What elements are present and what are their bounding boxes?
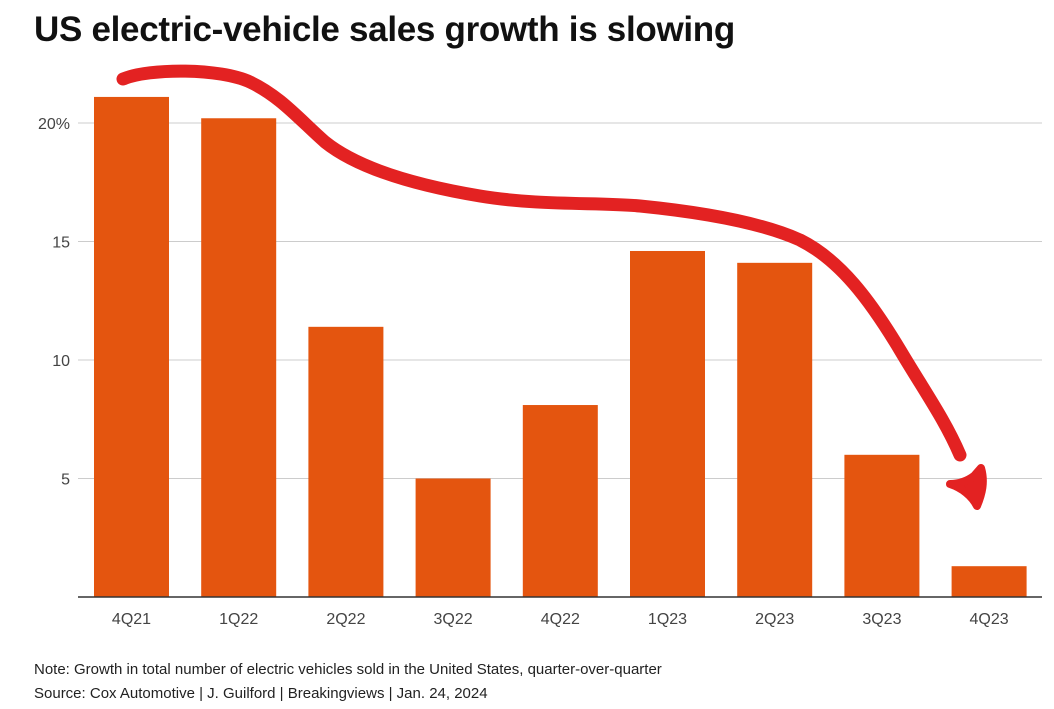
bar-2Q22 [308,326,384,597]
x-tick-label: 4Q22 [541,611,580,628]
trend-arrow-head [946,464,987,510]
bar-1Q23 [630,250,705,598]
bar-4Q23 [951,566,1027,597]
trend-arrow-annotation [116,64,987,510]
bar-3Q23 [844,454,920,597]
x-tick-label: 3Q22 [434,611,473,628]
x-tick-labels: 4Q21 1Q22 2Q22 3Q22 4Q22 1Q23 2Q23 3Q23 4Q23 [112,611,1009,628]
bar-3Q22 [415,478,491,597]
bar-2Q23 [737,262,813,597]
y-tick-label: 15 [52,235,70,252]
x-tick-label: 4Q23 [970,611,1009,628]
bar-1Q22 [201,118,277,597]
bars [94,96,1027,598]
y-tick-label: 20% [38,116,70,133]
x-tick-label: 4Q21 [112,611,151,628]
chart-note: Note: Growth in total number of electric… [34,661,662,678]
x-tick-label: 1Q22 [219,611,258,628]
trend-arrow-line [116,64,967,462]
chart-title: US electric-vehicle sales growth is slow… [34,10,735,49]
y-tick-label: 5 [61,472,70,489]
y-tick-labels: 5 10 15 20% [38,116,70,489]
x-tick-label: 2Q23 [755,611,794,628]
x-tick-label: 1Q23 [648,611,687,628]
chart-source: Source: Cox Automotive | J. Guilford | B… [34,685,488,702]
x-tick-label: 3Q23 [862,611,901,628]
bar-4Q21 [94,96,169,598]
bar-4Q22 [522,405,598,597]
y-tick-label: 10 [52,353,70,370]
x-tick-label: 2Q22 [326,611,365,628]
